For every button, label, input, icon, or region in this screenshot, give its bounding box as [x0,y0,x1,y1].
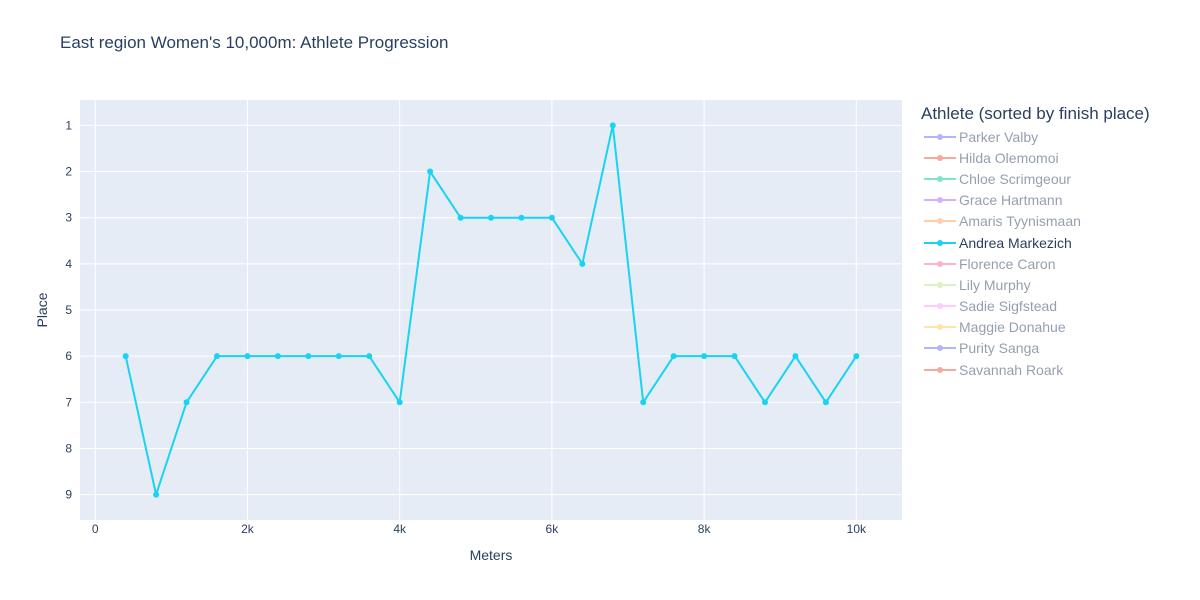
data-point[interactable] [518,214,525,221]
data-point[interactable] [762,399,768,406]
legend-item[interactable]: Maggie Donahue [921,317,1150,338]
chart-title: East region Women's 10,000m: Athlete Pro… [60,33,449,52]
legend-item[interactable]: Sadie Sigfstead [921,296,1150,317]
data-point[interactable] [670,353,677,360]
legend-items: Parker Valby Hilda Olemomoi Chloe Scrimgeo… [921,126,1150,380]
legend-swatch-marker [937,345,943,352]
legend-swatch [924,133,956,140]
legend-label: Florence Caron [959,255,1056,272]
legend-label: Lily Murphy [959,276,1031,293]
legend-swatch-marker [937,239,943,246]
y-tick-label: 9 [65,488,72,502]
series-layer[interactable] [122,122,860,498]
y-axis-ticks: 1 2 3 4 5 6 7 8 9 [65,118,72,501]
legend-swatch [924,197,956,204]
legend-swatch-marker [937,218,943,225]
data-point[interactable] [214,353,220,360]
data-point[interactable] [640,399,647,406]
data-point[interactable] [274,353,281,360]
legend-item[interactable]: Purity Sanga [921,338,1150,359]
legend-item[interactable]: Amaris Tyynismaan [921,211,1150,232]
legend-item[interactable]: Florence Caron [921,253,1150,274]
y-tick-label: 3 [65,211,72,225]
legend-label: Maggie Donahue [959,319,1066,336]
legend-swatch [924,345,956,352]
legend-label: Parker Valby [959,128,1039,145]
legend-label: Grace Hartmann [959,192,1063,209]
data-point[interactable] [427,168,434,175]
legend-swatch [924,154,956,161]
data-point[interactable] [244,353,251,360]
data-point[interactable] [731,353,738,360]
legend-label: Savannah Roark [959,361,1064,378]
legend-swatch-marker [937,324,943,331]
legend-label: Purity Sanga [959,340,1040,357]
legend-item[interactable]: Hilda Olemomoi [921,147,1150,168]
legend-swatch-marker [937,154,943,161]
legend-swatch [924,218,956,225]
x-axis-ticks: 0 2k 4k 6k 8k 10k [92,522,867,536]
legend-swatch [924,366,956,373]
legend-swatch-marker [937,133,943,140]
y-tick-label: 8 [65,441,72,455]
legend-swatch [924,324,956,331]
data-point[interactable] [488,214,494,221]
legend-item[interactable]: Andrea Markezich [921,232,1150,253]
y-tick-label: 6 [65,349,72,363]
legend-title: Athlete (sorted by finish place) [921,104,1150,123]
legend-swatch-marker [937,175,943,182]
y-tick-label: 2 [65,165,72,179]
legend-swatch-marker [937,260,943,267]
legend-swatch-marker [937,366,943,373]
y-tick-label: 7 [65,395,72,409]
x-tick-label: 2k [241,522,255,536]
data-point[interactable] [792,353,799,360]
legend-swatch [924,303,956,310]
y-tick-label: 1 [65,118,72,132]
legend-swatch-marker [937,281,943,288]
x-tick-label: 6k [546,522,560,536]
x-tick-label: 0 [92,522,99,536]
data-point[interactable] [548,214,555,221]
data-point[interactable] [853,353,860,360]
legend-item[interactable]: Grace Hartmann [921,190,1150,211]
legend-label: Hilda Olemomoi [959,149,1059,166]
data-point[interactable] [153,491,160,498]
data-point[interactable] [396,399,403,406]
data-point[interactable] [609,122,616,129]
data-point[interactable] [183,399,190,406]
legend-label: Amaris Tyynismaan [959,213,1081,230]
legend-label: Andrea Markezich [959,234,1072,251]
x-tick-label: 10k [847,522,867,536]
data-point[interactable] [122,353,129,360]
legend-swatch [924,175,956,182]
legend-swatch-marker [937,303,943,310]
legend-swatch-marker [937,197,943,204]
legend-label: Chloe Scrimgeour [959,170,1072,187]
y-tick-label: 5 [65,303,72,317]
legend-item[interactable]: Parker Valby [921,126,1150,147]
legend-swatch [924,281,956,288]
legend-item[interactable]: Lily Murphy [921,274,1150,295]
y-tick-label: 4 [65,257,72,271]
legend-item[interactable]: Chloe Scrimgeour [921,168,1150,189]
data-point[interactable] [335,353,342,360]
legend-swatch [924,239,956,246]
data-point[interactable] [366,353,373,360]
legend-label: Sadie Sigfstead [959,298,1058,315]
data-point[interactable] [305,353,312,360]
data-point[interactable] [457,214,464,221]
legend: Athlete (sorted by finish place) Parker … [921,104,1150,380]
x-tick-label: 8k [698,522,712,536]
data-point[interactable] [822,399,829,406]
data-point[interactable] [579,260,586,267]
x-tick-label: 4k [393,522,407,536]
legend-swatch [924,260,956,267]
y-axis-title: Place [34,292,50,327]
x-axis-title: Meters [470,547,513,563]
legend-item[interactable]: Savannah Roark [921,359,1150,380]
data-point[interactable] [701,353,708,360]
